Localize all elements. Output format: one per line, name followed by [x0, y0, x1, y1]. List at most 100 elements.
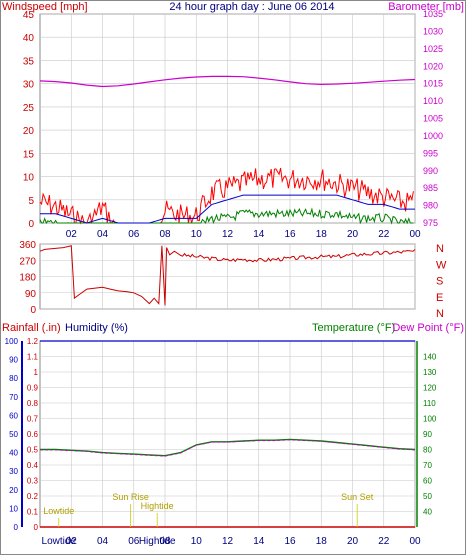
- wind-direction-line: [39, 245, 416, 306]
- temp-tick-label: 70: [423, 461, 432, 470]
- wind-x-tick-label: 12: [222, 229, 234, 240]
- tide-bottom-label: Hightide: [139, 536, 176, 547]
- temp-tick-label: 120: [423, 384, 437, 393]
- dir-tick-label: 180: [19, 273, 36, 284]
- dir-tick-label: 270: [19, 256, 36, 267]
- wind-tick-label: 20: [23, 126, 35, 137]
- rain-tick-label: 0.3: [27, 477, 39, 486]
- wind-tick-label: 5: [28, 196, 34, 207]
- wind-x-tick-label: 02: [66, 229, 78, 240]
- humidity-tick-label: 40: [9, 449, 18, 458]
- humidity-tick-label: 70: [9, 393, 18, 402]
- dir-tick-label: 90: [25, 289, 37, 300]
- baro-tick-label: 1000: [423, 131, 443, 141]
- compass-label: N: [436, 243, 444, 255]
- annotation-label: Hightide: [141, 501, 174, 511]
- rain-tick-label: 0.6: [27, 430, 39, 439]
- rht-x-tick-label: 02: [66, 536, 78, 547]
- annotation-label: Lowtide: [43, 506, 74, 516]
- rain-tick-label: 0: [34, 523, 39, 532]
- rain-humidity-temp-panel: 0 0.1 0.2 0.3 0.4 0.5 0.6 0.7 0.8 0.9 1 1.1 1.2 0 10 20…: [5, 337, 437, 547]
- temp-tick-label: 80: [423, 446, 432, 455]
- humidity-tick-label: 0: [14, 523, 19, 532]
- temp-tick-label: 90: [423, 430, 432, 439]
- wind-x-tick-label: 18: [316, 229, 328, 240]
- baro-tick-label: 1025: [423, 44, 443, 54]
- humidity-tick-label: 90: [9, 356, 18, 365]
- wind-mean-line: [40, 194, 415, 224]
- rht-x-tick-label: 18: [316, 536, 328, 547]
- baro-tick-label: 980: [423, 201, 438, 211]
- humidity-tick-label: 100: [5, 337, 19, 346]
- baro-tick-label: 990: [423, 166, 438, 176]
- rht-x-tick-label: 08: [159, 536, 171, 547]
- rht-x-tick-label: 22: [378, 536, 390, 547]
- rht-x-tick-label: 16: [284, 536, 296, 547]
- wind-tick-label: 35: [23, 56, 35, 67]
- wind-tick-label: 10: [23, 173, 35, 184]
- rain-tick-label: 0.9: [27, 384, 39, 393]
- compass-label: S: [436, 276, 443, 288]
- baro-axis-title: Barometer [mb]: [388, 1, 464, 13]
- wind-tick-label: 0: [28, 219, 34, 230]
- barometer-line: [39, 75, 416, 88]
- annotation-label: Sun Rise: [112, 492, 149, 502]
- dir-tick-label: 0: [30, 305, 36, 316]
- rain-tick-label: 0.7: [27, 415, 39, 424]
- humidity-tick-label: 10: [9, 504, 18, 513]
- wind-x-tick-label: 14: [253, 229, 265, 240]
- wind-tick-label: 40: [23, 33, 35, 44]
- temp-tick-label: 100: [423, 415, 437, 424]
- temp-tick-label: 40: [423, 508, 432, 517]
- rht-x-tick-label: 06: [128, 536, 140, 547]
- wind-tick-label: 30: [23, 80, 35, 91]
- baro-tick-label: 1020: [423, 61, 443, 71]
- humidity-axis-title: Humidity (%): [65, 322, 128, 334]
- rain-tick-label: 1: [34, 368, 39, 377]
- wind-x-tick-label: 04: [97, 229, 109, 240]
- rht-x-tick-label: 04: [97, 536, 109, 547]
- wind-x-tick-label: 20: [347, 229, 359, 240]
- wind-baro-panel: 0510152025303540459759809859909951000100…: [23, 9, 443, 240]
- humidity-tick-label: 60: [9, 411, 18, 420]
- temp-tick-label: 60: [423, 477, 432, 486]
- rain-tick-label: 0.2: [27, 492, 39, 501]
- baro-tick-label: 1015: [423, 79, 443, 89]
- rht-x-tick-label: 14: [253, 536, 265, 547]
- humidity-tick-label: 50: [9, 430, 18, 439]
- wind-low-line: [39, 207, 414, 225]
- baro-tick-label: 975: [423, 218, 438, 228]
- wind-x-tick-label: 16: [284, 229, 296, 240]
- rain-axis-title: Rainfall (.in): [2, 322, 61, 334]
- dew-axis-title: Dew Point (°F): [392, 322, 464, 334]
- rain-tick-label: 0.8: [27, 399, 39, 408]
- baro-tick-label: 1030: [423, 26, 443, 36]
- temp-tick-label: 110: [423, 399, 436, 408]
- dewpoint-line: [40, 439, 416, 457]
- rain-tick-label: 0.5: [27, 446, 39, 455]
- rht-x-tick-label: 12: [222, 536, 234, 547]
- baro-tick-label: 1010: [423, 96, 443, 106]
- baro-tick-label: 1005: [423, 114, 443, 124]
- wind-x-tick-label: 00: [409, 229, 421, 240]
- compass-label: E: [436, 292, 443, 304]
- wind-axis-title: Windspeed [mph]: [2, 1, 88, 13]
- temp-tick-label: 140: [423, 353, 437, 362]
- temp-axis-title: Temperature (°F): [312, 322, 395, 334]
- wind-x-tick-label: 08: [159, 229, 171, 240]
- dir-tick-label: 360: [19, 240, 36, 251]
- humidity-tick-label: 80: [9, 374, 18, 383]
- baro-tick-label: 995: [423, 148, 438, 158]
- humidity-tick-label: 30: [9, 467, 18, 476]
- tide-bottom-label: Lowtide: [42, 536, 77, 547]
- rht-x-tick-label: 10: [191, 536, 203, 547]
- wind-tick-label: 25: [23, 103, 35, 114]
- wind-gust-line: [39, 167, 414, 225]
- temp-tick-label: 50: [423, 492, 432, 501]
- chart-title: 24 hour graph day : June 06 2014: [169, 1, 334, 13]
- compass-label: W: [436, 259, 447, 271]
- rain-tick-label: 0.4: [27, 461, 39, 470]
- temp-tick-label: 130: [423, 368, 437, 377]
